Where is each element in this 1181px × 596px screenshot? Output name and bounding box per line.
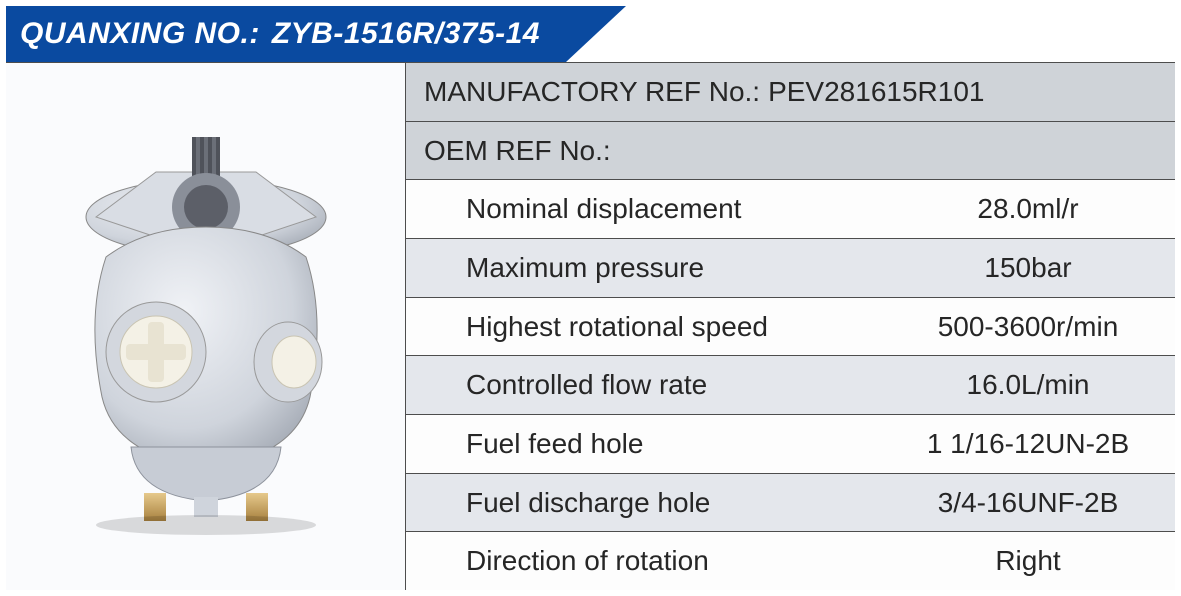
spec-value: 16.0L/min xyxy=(881,369,1175,401)
manufactory-ref-row: MANUFACTORY REF No.: PEV281615R101 xyxy=(406,63,1175,122)
oem-ref-row: OEM REF No.: xyxy=(406,122,1175,181)
spec-table: MANUFACTORY REF No.: PEV281615R101 OEM R… xyxy=(406,63,1175,590)
header-label: QUANXING NO.: xyxy=(20,17,260,51)
content-area: MANUFACTORY REF No.: PEV281615R101 OEM R… xyxy=(6,62,1175,590)
spec-value: Right xyxy=(881,545,1175,577)
power-steering-pump-icon xyxy=(36,117,376,537)
spec-value: 1 1/16-12UN-2B xyxy=(881,428,1175,460)
manufactory-ref-label: MANUFACTORY REF No.: xyxy=(424,76,760,108)
spec-value: 3/4-16UNF-2B xyxy=(881,487,1175,519)
oem-ref-label: OEM REF No.: xyxy=(424,135,611,167)
header-value: ZYB-1516R/375-14 xyxy=(272,17,540,51)
product-image-column xyxy=(6,63,406,590)
header-text: QUANXING NO.: ZYB-1516R/375-14 xyxy=(6,17,540,51)
header-bar: QUANXING NO.: ZYB-1516R/375-14 xyxy=(6,6,1175,62)
spec-label: Controlled flow rate xyxy=(406,369,881,401)
manufactory-ref-value: PEV281615R101 xyxy=(768,76,984,108)
table-row: Highest rotational speed 500-3600r/min xyxy=(406,298,1175,357)
table-row: Nominal displacement 28.0ml/r xyxy=(406,180,1175,239)
table-row: Fuel discharge hole 3/4-16UNF-2B xyxy=(406,474,1175,533)
spec-label: Direction of rotation xyxy=(406,545,881,577)
spec-label: Fuel discharge hole xyxy=(406,487,881,519)
table-row: Direction of rotation Right xyxy=(406,532,1175,590)
spec-label: Fuel feed hole xyxy=(406,428,881,460)
table-row: Fuel feed hole 1 1/16-12UN-2B xyxy=(406,415,1175,474)
spec-value: 28.0ml/r xyxy=(881,193,1175,225)
table-row: Controlled flow rate 16.0L/min xyxy=(406,356,1175,415)
spec-label: Nominal displacement xyxy=(406,193,881,225)
spec-value: 500-3600r/min xyxy=(881,311,1175,343)
table-row: Maximum pressure 150bar xyxy=(406,239,1175,298)
spec-card: QUANXING NO.: ZYB-1516R/375-14 xyxy=(0,0,1181,596)
spec-value: 150bar xyxy=(881,252,1175,284)
spec-label: Maximum pressure xyxy=(406,252,881,284)
spec-label: Highest rotational speed xyxy=(406,311,881,343)
